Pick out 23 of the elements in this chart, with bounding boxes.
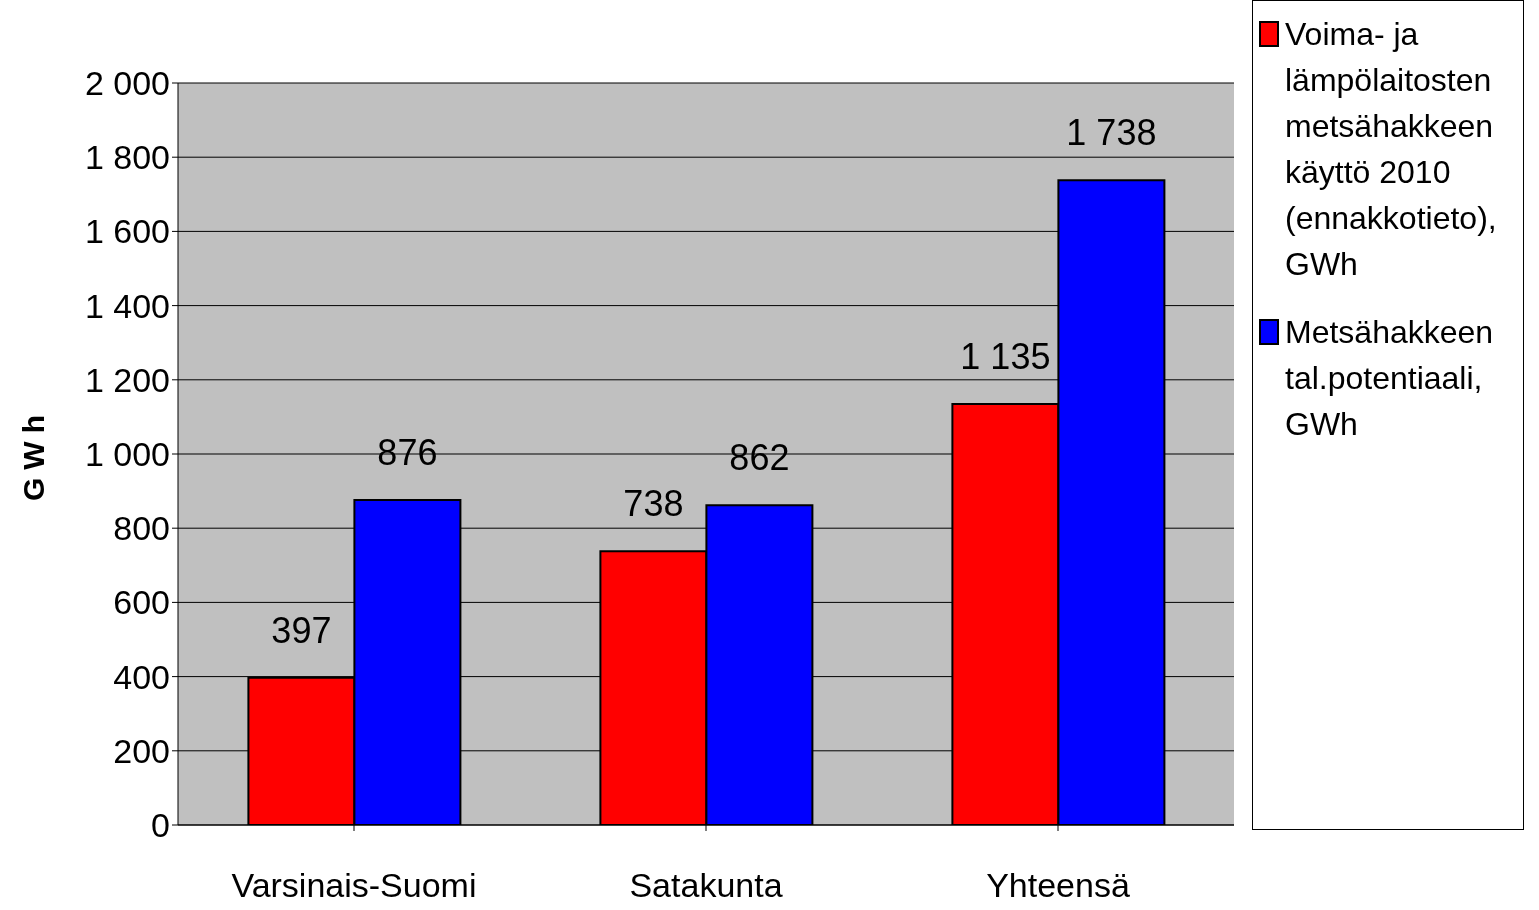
data-label: 738 — [623, 483, 684, 525]
legend-label: Metsähakkeen tal.potentiaali, GWh — [1285, 313, 1495, 444]
x-tick-label: Satakunta — [629, 866, 783, 905]
data-label: 862 — [729, 437, 790, 479]
y-tick-label: 1 000 — [84, 435, 170, 474]
y-tick-label: 2 000 — [84, 64, 170, 103]
y-tick-label: 0 — [151, 806, 170, 845]
data-label: 1 738 — [1066, 112, 1157, 154]
y-tick-label: 800 — [113, 509, 170, 548]
y-tick-label: 600 — [113, 583, 170, 622]
y-tick-label: 1 800 — [84, 138, 170, 177]
x-tick-label: Varsinais-Suomi — [231, 866, 477, 905]
data-label: 1 135 — [960, 335, 1051, 377]
x-tick-label: Yhteensä — [986, 866, 1130, 905]
legend-label: Voima- ja lämpölaitosten metsähakkeen käyttö 2010 (ennakkotieto), GWh — [1285, 15, 1498, 284]
y-tick-label: 1 200 — [84, 360, 170, 399]
data-label: 397 — [271, 609, 332, 651]
y-tick-label: 200 — [113, 731, 170, 770]
y-axis-title: GWh — [16, 407, 50, 501]
y-tick-label: 1 600 — [84, 212, 170, 251]
y-tick-label: 1 400 — [84, 286, 170, 325]
y-tick-label: 400 — [113, 657, 170, 696]
data-label: 876 — [377, 432, 438, 473]
